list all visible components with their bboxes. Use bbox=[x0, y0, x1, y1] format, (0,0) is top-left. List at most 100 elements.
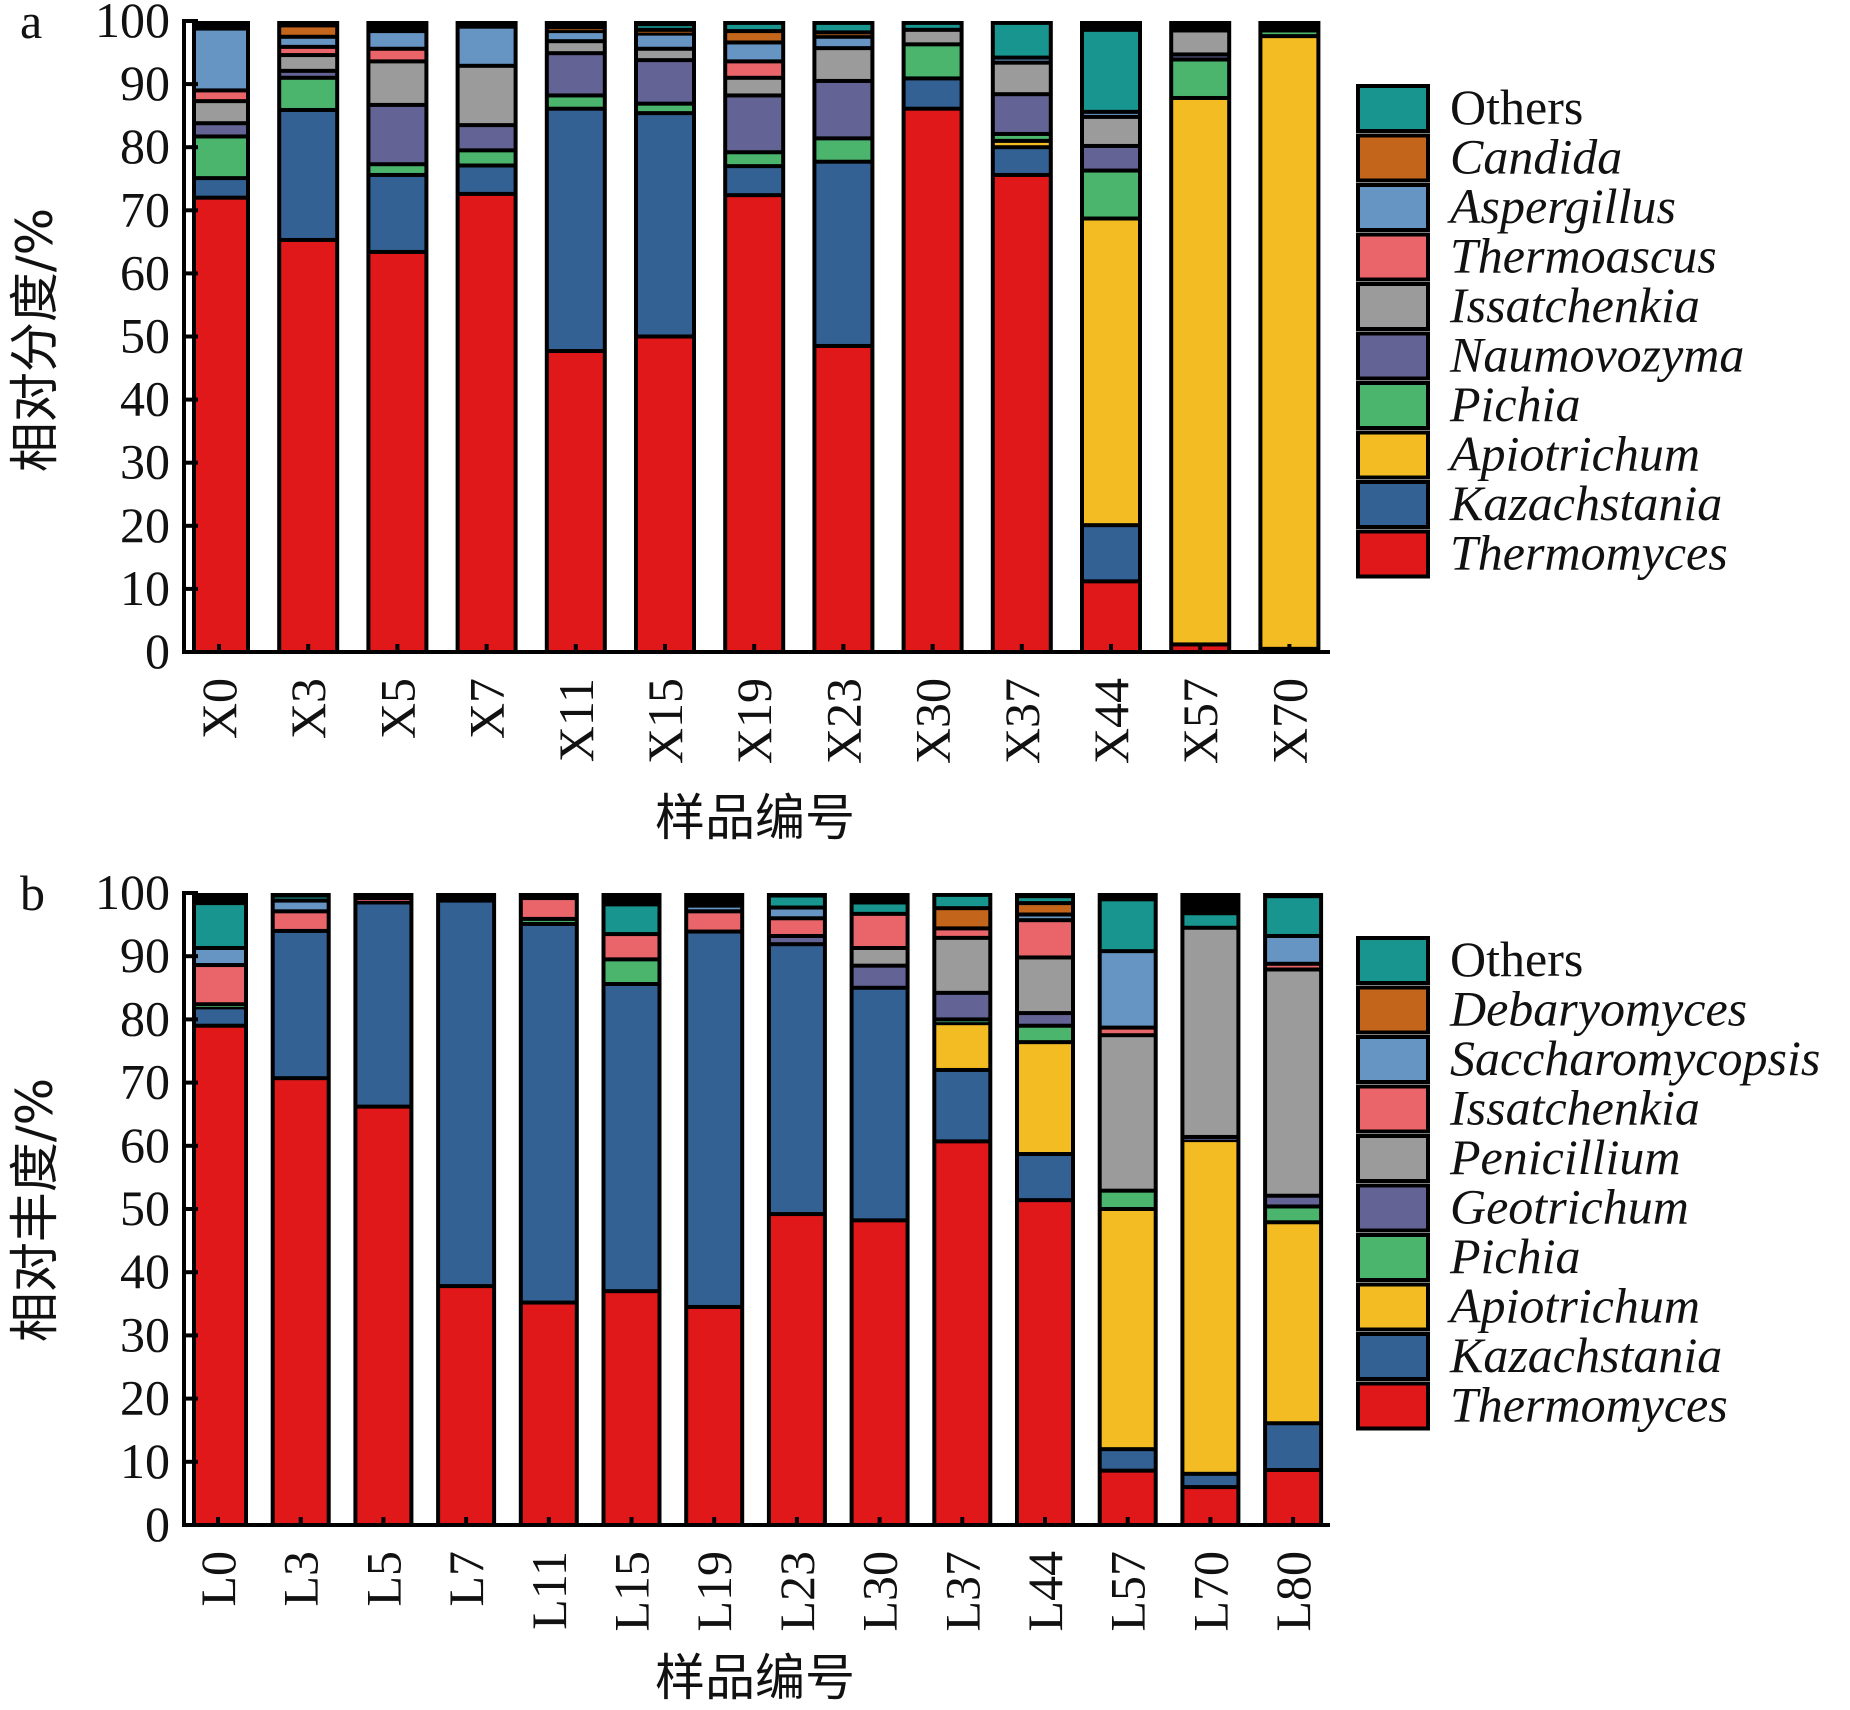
legend: OthersDebaryomycesSaccharomycopsisIssatc… bbox=[1356, 931, 1820, 1433]
y-tick-label: 20 bbox=[120, 497, 170, 553]
bar-segment-apiotrichum bbox=[936, 1025, 989, 1068]
bar-segment-thermomyces bbox=[440, 1288, 493, 1523]
bar-segment-kazachstania bbox=[1019, 1156, 1071, 1199]
bar-stack-L30 bbox=[849, 893, 910, 1525]
bars bbox=[188, 21, 1321, 652]
bar-segment-issatchenkia bbox=[688, 913, 741, 930]
bar-segment-apiotrichum bbox=[1262, 38, 1317, 647]
bar-segment-naumovozyma bbox=[281, 72, 336, 76]
x-tick-label: L30 bbox=[852, 1551, 908, 1632]
y-tick-label: 30 bbox=[120, 1306, 170, 1362]
bar-segment-pichia bbox=[192, 138, 246, 177]
y-axis-title: 相对丰度/% bbox=[6, 1078, 64, 1342]
x-tick-label: L70 bbox=[1182, 1551, 1238, 1632]
bar-segment-thermomyces bbox=[281, 241, 336, 650]
y-tick-label: 60 bbox=[120, 1117, 170, 1173]
bar-segment-others bbox=[1267, 898, 1320, 934]
bar-segment-thermomyces bbox=[192, 199, 246, 650]
bar-segment-geotrichum bbox=[770, 937, 823, 943]
bar-segment-apiotrichum bbox=[994, 142, 1049, 146]
bar-segment-issatchenkia bbox=[370, 63, 425, 103]
x-tick-labels: L0 L3 L5 L7 L11 L15 L19 L23 L30 L37 L44 L57 L70 L80 bbox=[190, 1551, 1321, 1632]
y-tick-label: 50 bbox=[120, 1180, 170, 1236]
bar-segment-issatchenkia bbox=[357, 900, 410, 901]
x-tick-label: X23 bbox=[815, 678, 871, 764]
bar-segment-thermomyces bbox=[688, 1308, 741, 1523]
legend-label: Thermoascus bbox=[1450, 228, 1717, 284]
bar-segment-penicillium bbox=[1019, 959, 1071, 1012]
x-tick-label: L15 bbox=[604, 1551, 660, 1632]
bar-segment-naumovozyma bbox=[1173, 56, 1228, 58]
bar-segment-aspergillus bbox=[548, 33, 603, 40]
x-tick-label: L37 bbox=[934, 1551, 990, 1632]
bar-segment-pichia bbox=[816, 140, 871, 160]
bar-segment-saccharomycopsis bbox=[1019, 916, 1071, 919]
bar-segment-aspergillus bbox=[816, 38, 871, 47]
bar-segment-naumovozyma bbox=[192, 125, 246, 135]
legend-label: Issatchenkia bbox=[1449, 1080, 1700, 1136]
legend-label: Kazachstania bbox=[1449, 1327, 1722, 1383]
bar-segment-thermoascus bbox=[281, 48, 336, 54]
bar-segment-debaryomyces bbox=[1019, 905, 1071, 913]
legend-item-issatchenkia: Issatchenkia bbox=[1356, 1080, 1700, 1136]
bar-stack-L70 bbox=[1180, 893, 1241, 1525]
bar-stack-L19 bbox=[684, 893, 745, 1525]
bars bbox=[188, 893, 1324, 1525]
x-axis-title: 样品编号 bbox=[655, 1649, 855, 1707]
legend-item-geotrichum: Geotrichum bbox=[1356, 1179, 1689, 1235]
bar-segment-issatchenkia bbox=[816, 50, 871, 79]
y-tick-label: 0 bbox=[145, 623, 170, 679]
legend-label: Debaryomyces bbox=[1449, 981, 1747, 1037]
bar-segment-candida bbox=[638, 31, 692, 33]
bar-segment-others bbox=[192, 905, 244, 946]
bar-segment-pichia bbox=[1173, 61, 1228, 96]
bar-segment-apiotrichum bbox=[1019, 1044, 1071, 1153]
y-tick-label: 10 bbox=[120, 560, 170, 616]
legend-item-thermomyces: Thermomyces bbox=[1356, 1377, 1728, 1433]
bar-segment-naumovozyma bbox=[459, 127, 514, 149]
bar-segment-others bbox=[638, 26, 692, 28]
bar-segment-others bbox=[994, 24, 1049, 56]
legend-item-candida: Candida bbox=[1356, 129, 1622, 185]
bar-segment-candida bbox=[727, 33, 782, 41]
legend-swatch bbox=[1356, 232, 1430, 282]
bar-segment-geotrichum bbox=[1267, 1197, 1320, 1205]
bar-segment-kazachstania bbox=[688, 933, 741, 1305]
bar-segment-naumovozyma bbox=[816, 82, 871, 137]
legend-item-apiotrichum: Apiotrichum bbox=[1356, 1278, 1700, 1334]
bar-segment-penicillium bbox=[1267, 971, 1320, 1194]
bar-segment-thermomyces bbox=[638, 338, 692, 650]
x-tick-label: X19 bbox=[726, 678, 782, 764]
legend-item-issatchenkia: Issatchenkia bbox=[1356, 277, 1700, 333]
legend-label: Saccharomycopsis bbox=[1450, 1030, 1820, 1086]
bar-segment-pichia bbox=[1084, 172, 1138, 217]
bar-segment-penicillium bbox=[1184, 929, 1237, 1135]
bar-segment-kazachstania bbox=[548, 110, 603, 350]
bar-stack-L44 bbox=[1015, 893, 1075, 1525]
bar-segment-pichia bbox=[370, 166, 425, 173]
legend-item-naumovozyma: Naumovozyma bbox=[1356, 327, 1744, 383]
bar-segment-aspergillus bbox=[994, 59, 1049, 61]
legend-swatch bbox=[1356, 1332, 1430, 1381]
legend-item-kazachstania: Kazachstania bbox=[1356, 1327, 1722, 1383]
x-tick-label: X5 bbox=[369, 678, 425, 739]
x-axis-title: 样品编号 bbox=[655, 789, 855, 847]
bar-segment-penicillium bbox=[936, 939, 989, 991]
bar-segment-kazachstania bbox=[357, 904, 410, 1105]
bar-segment-aspergillus bbox=[1084, 113, 1138, 115]
bar-stack-X15 bbox=[634, 21, 696, 652]
bar-segment-naumovozyma bbox=[994, 96, 1049, 132]
bar-segment-saccharomycopsis bbox=[192, 949, 244, 964]
bar-segment-issatchenkia bbox=[605, 936, 658, 958]
bar-segment-issatchenkia bbox=[548, 43, 603, 52]
bar-segment-kazachstania bbox=[936, 1071, 989, 1140]
bar-segment-penicillium bbox=[853, 949, 906, 964]
bar-segment-naumovozyma bbox=[638, 62, 692, 102]
panel-label: a bbox=[20, 0, 42, 49]
bar-stack-X19 bbox=[723, 21, 786, 652]
legend-swatch bbox=[1356, 381, 1430, 430]
bar-segment-issatchenkia bbox=[192, 103, 246, 122]
y-tick-label: 20 bbox=[120, 1370, 170, 1426]
bar-segment-thermomyces bbox=[274, 1080, 327, 1523]
